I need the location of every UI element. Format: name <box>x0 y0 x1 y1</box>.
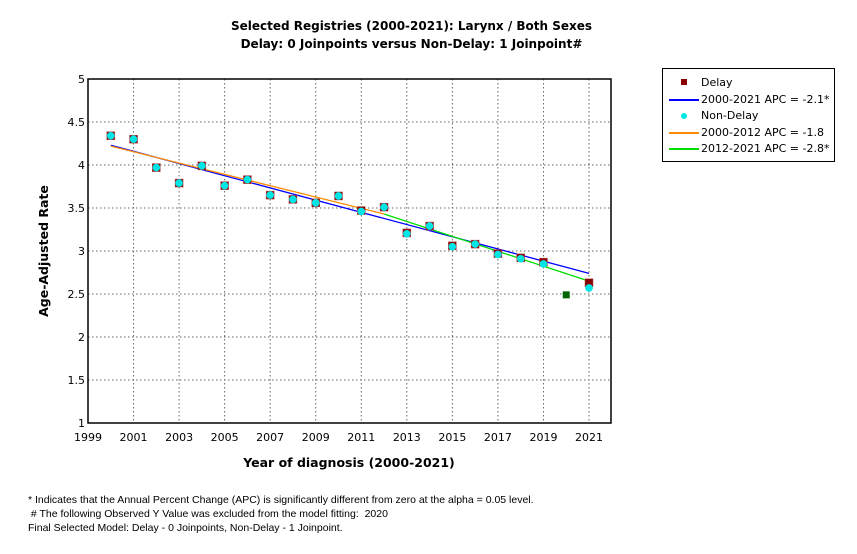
non-delay-point <box>585 284 593 292</box>
y-tick-label: 1.5 <box>68 374 86 387</box>
non-delay-point <box>289 195 297 204</box>
x-tick-label: 2005 <box>211 431 239 444</box>
y-tick-label: 5 <box>78 73 85 86</box>
non-delay-point <box>266 191 274 199</box>
x-tick-label: 2011 <box>347 431 375 444</box>
non-delay-point <box>357 207 366 216</box>
y-axis-label: Age-Adjusted Rate <box>36 185 51 317</box>
y-tick-label: 2 <box>78 331 85 344</box>
footnote-significance: * Indicates that the Annual Percent Chan… <box>28 494 534 506</box>
legend-item: Non-Delay <box>663 108 834 124</box>
non-delay-point <box>106 131 115 140</box>
legend-label: Non-Delay <box>701 109 759 122</box>
non-delay-point <box>334 192 343 200</box>
legend-label: 2000-2012 APC = -1.8 <box>701 125 824 139</box>
x-tick-label: 2019 <box>529 431 557 444</box>
x-tick-label: 2017 <box>484 431 512 444</box>
non-delay-point <box>152 163 161 172</box>
non-delay-point <box>311 199 320 207</box>
non-delay-point <box>380 203 388 211</box>
excluded-point <box>562 291 570 299</box>
non-delay-point <box>129 135 138 143</box>
legend-line-swatch <box>665 141 699 157</box>
non-delay-point <box>243 175 252 184</box>
fit-line <box>110 144 590 274</box>
x-tick-label: 2009 <box>302 431 330 444</box>
non-delay-point <box>403 230 411 238</box>
x-tick-label: 1999 <box>74 431 102 444</box>
legend-label: 2000-2021 APC = -2.1* <box>701 92 830 106</box>
y-tick-label: 3 <box>78 245 85 258</box>
footnote-excluded: # The following Observed Y Value was exc… <box>28 508 388 520</box>
grid-lines <box>88 79 611 423</box>
legend-label: 2012-2021 APC = -2.8* <box>701 142 830 155</box>
y-axis-ticks: 1 1.5 2 2.5 3 3.5 4 4.5 5 <box>68 73 86 430</box>
x-tick-label: 2021 <box>575 431 603 444</box>
non-delay-point <box>494 250 502 259</box>
non-delay-point <box>175 179 183 187</box>
non-delay-point <box>471 240 479 248</box>
legend: Delay 2000-2021 APC = -2.1* Non-Delay 2000-… <box>662 68 835 162</box>
footnotes: * Indicates that the Annual Percent Chan… <box>28 493 534 535</box>
legend-line-swatch <box>665 92 699 108</box>
x-tick-label: 2007 <box>256 431 284 444</box>
legend-dot-marker <box>665 108 699 124</box>
y-tick-label: 3.5 <box>68 202 86 215</box>
legend-square-marker <box>665 75 699 91</box>
non-delay-point <box>425 222 434 230</box>
x-tick-label: 2003 <box>165 431 193 444</box>
x-axis-label: Year of diagnosis (2000-2021) <box>242 455 455 470</box>
y-tick-label: 4 <box>78 159 85 172</box>
chart-title: Selected Registries (2000-2021): Larynx … <box>230 19 593 33</box>
legend-item: 2000-2021 APC = -2.1* <box>663 92 834 108</box>
non-delay-point <box>448 242 457 251</box>
fit-line <box>383 213 590 282</box>
x-tick-label: 2015 <box>438 431 466 444</box>
legend-line-swatch <box>665 125 699 141</box>
non-delay-point <box>198 162 206 170</box>
x-tick-label: 2013 <box>393 431 421 444</box>
plot-frame <box>87 78 612 424</box>
non-delay-point <box>516 254 525 263</box>
footnote-final-model: Final Selected Model: Delay - 0 Joinpoin… <box>28 522 343 534</box>
chart-subtitle: Delay: 0 Joinpoints versus Non-Delay: 1 … <box>240 37 583 51</box>
legend-item: 2012-2021 APC = -2.8* <box>663 141 834 157</box>
legend-label: Delay <box>701 76 733 89</box>
y-tick-label: 1 <box>78 417 85 430</box>
non-delay-point <box>220 181 229 190</box>
x-axis-ticks: 1999 2001 2003 2005 2007 2009 2011 2013 2015 2017… <box>74 431 603 444</box>
legend-item: 2000-2012 APC = -1.8 <box>663 125 834 141</box>
y-tick-label: 2.5 <box>68 288 86 301</box>
legend-item: Delay <box>663 75 834 91</box>
non-delay-point <box>539 260 548 268</box>
y-tick-label: 4.5 <box>68 116 86 129</box>
data-points <box>106 131 594 299</box>
x-tick-label: 2001 <box>120 431 148 444</box>
